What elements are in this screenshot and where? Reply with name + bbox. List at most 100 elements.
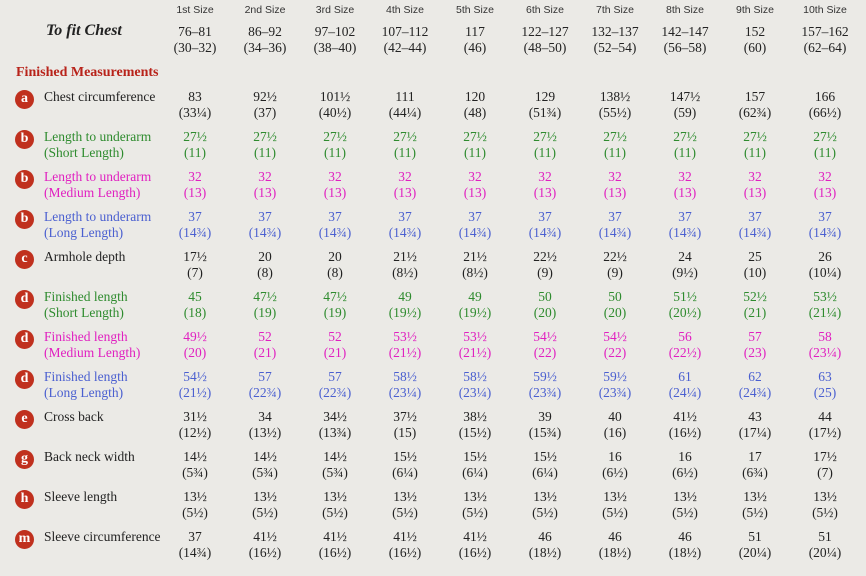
cell-value: 37 bbox=[398, 209, 412, 224]
chest-value: (52–54) bbox=[593, 40, 637, 55]
row-label: Length to underarm bbox=[44, 129, 152, 144]
cell-value: (7) bbox=[817, 465, 833, 480]
cell-value: (13) bbox=[533, 185, 557, 200]
size-header: 2nd Size bbox=[244, 4, 286, 16]
cell-value: 83 bbox=[188, 89, 202, 104]
cell-value: (13) bbox=[673, 185, 697, 200]
cell-value: 120 bbox=[464, 89, 486, 104]
cell-value: 52½ bbox=[743, 289, 767, 304]
cell-value: (48) bbox=[463, 105, 487, 120]
cell-value: 37 bbox=[608, 209, 622, 224]
size-header: 4th Size bbox=[386, 4, 424, 16]
cell-value: 20 bbox=[258, 249, 272, 264]
cell-value: (11) bbox=[674, 145, 696, 160]
cell-value: (11) bbox=[254, 145, 276, 160]
cell-value: 129 bbox=[534, 89, 556, 104]
cell-value: 37 bbox=[188, 209, 202, 224]
cell-value: 57 bbox=[748, 329, 762, 344]
row-label: Armhole depth bbox=[44, 249, 126, 264]
cell-value: 15½ bbox=[463, 449, 487, 464]
cell-value: 157 bbox=[744, 89, 766, 104]
cell-value: 58 bbox=[818, 329, 832, 344]
cell-value: 59½ bbox=[533, 369, 557, 384]
chest-value: (48–50) bbox=[523, 40, 567, 55]
chest-value: 142–147 bbox=[661, 24, 709, 39]
size-header: 5th Size bbox=[456, 4, 494, 16]
row-label: Length to underarm bbox=[44, 169, 152, 184]
size-header: 9th Size bbox=[736, 4, 774, 16]
cell-value: 34½ bbox=[323, 409, 347, 424]
cell-value: 37 bbox=[818, 209, 832, 224]
cell-value: 14½ bbox=[183, 449, 207, 464]
cell-value: 57 bbox=[258, 369, 272, 384]
cell-value: 20 bbox=[328, 249, 342, 264]
cell-value: 22½ bbox=[603, 249, 627, 264]
cell-value: (6¾) bbox=[742, 465, 768, 480]
cell-value: (59) bbox=[673, 105, 697, 120]
size-header: 1st Size bbox=[176, 4, 214, 16]
badge: b bbox=[15, 130, 34, 149]
cell-value: (23) bbox=[743, 345, 767, 360]
cell-value: 37 bbox=[748, 209, 762, 224]
cell-value: 32 bbox=[538, 169, 552, 184]
cell-value: 47½ bbox=[323, 289, 347, 304]
cell-value: (23¼) bbox=[458, 385, 492, 400]
cell-value: (5½) bbox=[742, 505, 768, 520]
chest-value: 117 bbox=[465, 24, 485, 39]
row-label: Finished length bbox=[44, 329, 128, 344]
badge: g bbox=[15, 450, 34, 469]
cell-value: 27½ bbox=[533, 129, 557, 144]
cell-value: 59½ bbox=[603, 369, 627, 384]
chest-value: (38–40) bbox=[313, 40, 357, 55]
cell-value: 37½ bbox=[393, 409, 417, 424]
cell-value: 138½ bbox=[599, 89, 631, 104]
cell-value: (16½) bbox=[668, 425, 702, 440]
cell-value: (22) bbox=[603, 345, 627, 360]
cell-value: (21) bbox=[743, 305, 767, 320]
cell-value: (13) bbox=[393, 185, 417, 200]
cell-value: 41½ bbox=[253, 529, 277, 544]
cell-value: 46 bbox=[678, 529, 692, 544]
chest-label: To fit Chest bbox=[46, 22, 122, 39]
cell-value: (22¾) bbox=[248, 385, 282, 400]
cell-value: (20¼) bbox=[738, 545, 772, 560]
cell-value: (21) bbox=[253, 345, 277, 360]
cell-value: (16½) bbox=[458, 545, 492, 560]
cell-value: (10) bbox=[743, 265, 767, 280]
cell-value: 22½ bbox=[533, 249, 557, 264]
chest-value: 157–162 bbox=[801, 24, 849, 39]
cell-value: (55½) bbox=[598, 105, 632, 120]
cell-value: (13) bbox=[463, 185, 487, 200]
cell-value: (16½) bbox=[248, 545, 282, 560]
cell-value: 54½ bbox=[603, 329, 627, 344]
cell-value: (20) bbox=[603, 305, 627, 320]
chest-value: 122–127 bbox=[521, 24, 569, 39]
row-label: (Medium Length) bbox=[44, 345, 141, 360]
cell-value: (17¼) bbox=[738, 425, 772, 440]
cell-value: 13½ bbox=[813, 489, 837, 504]
chest-value: 86–92 bbox=[248, 24, 282, 39]
cell-value: (17½) bbox=[808, 425, 842, 440]
badge: d bbox=[15, 370, 34, 389]
cell-value: (5½) bbox=[252, 505, 278, 520]
cell-value: 21½ bbox=[393, 249, 417, 264]
cell-value: (20½) bbox=[668, 305, 702, 320]
cell-value: 46 bbox=[608, 529, 622, 544]
badge: h bbox=[15, 490, 34, 509]
chest-value: 152 bbox=[744, 24, 766, 39]
cell-value: 13½ bbox=[533, 489, 557, 504]
cell-value: (21½) bbox=[388, 345, 422, 360]
cell-value: (21) bbox=[323, 345, 347, 360]
cell-value: 14½ bbox=[253, 449, 277, 464]
cell-value: 27½ bbox=[463, 129, 487, 144]
cell-value: (11) bbox=[534, 145, 556, 160]
cell-value: (51¾) bbox=[528, 105, 562, 120]
cell-value: 52 bbox=[258, 329, 272, 344]
cell-value: (5¾) bbox=[252, 465, 278, 480]
cell-value: 32 bbox=[398, 169, 412, 184]
cell-value: (11) bbox=[464, 145, 486, 160]
cell-value: (11) bbox=[324, 145, 346, 160]
cell-value: 13½ bbox=[323, 489, 347, 504]
badge: b bbox=[15, 210, 34, 229]
cell-value: 53½ bbox=[393, 329, 417, 344]
